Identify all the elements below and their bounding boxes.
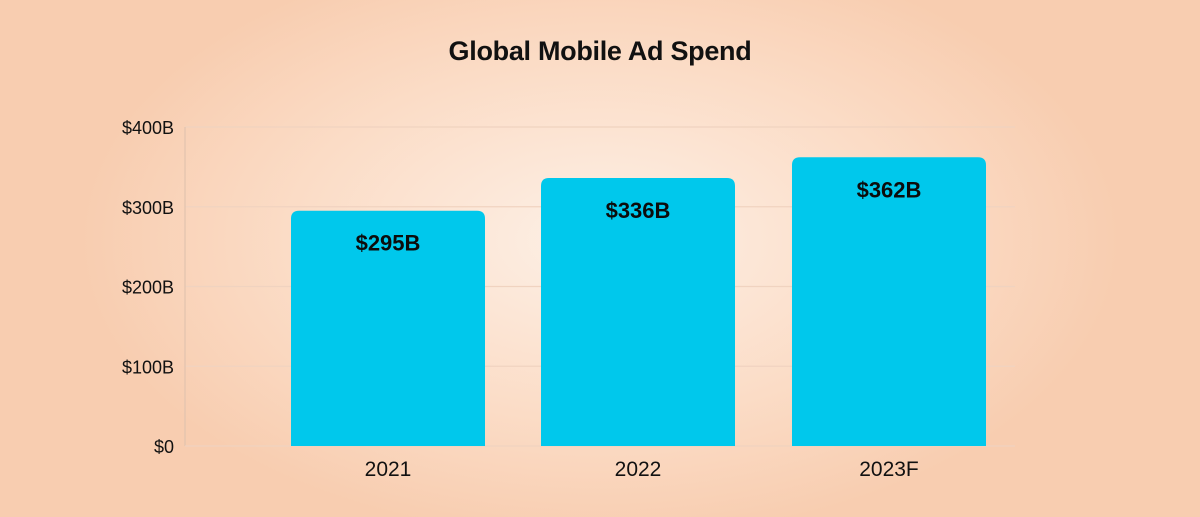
bar-2023f	[792, 157, 986, 446]
y-tick-label: $400B	[122, 118, 174, 138]
data-label: $362B	[857, 177, 922, 202]
x-tick-label: 2023F	[859, 458, 919, 481]
bar-2021	[291, 210, 485, 446]
y-tick-label: $300B	[122, 198, 174, 218]
x-tick-label: 2021	[365, 458, 412, 481]
x-tick-label: 2022	[615, 458, 662, 481]
y-tick-label: $100B	[122, 357, 174, 377]
data-label: $336B	[606, 198, 671, 223]
data-label: $295B	[356, 231, 421, 256]
chart-title: Global Mobile Ad Spend	[448, 36, 752, 66]
y-tick-label: $200B	[122, 278, 174, 298]
bar-2022	[541, 178, 735, 447]
y-tick-label: $0	[154, 437, 174, 457]
